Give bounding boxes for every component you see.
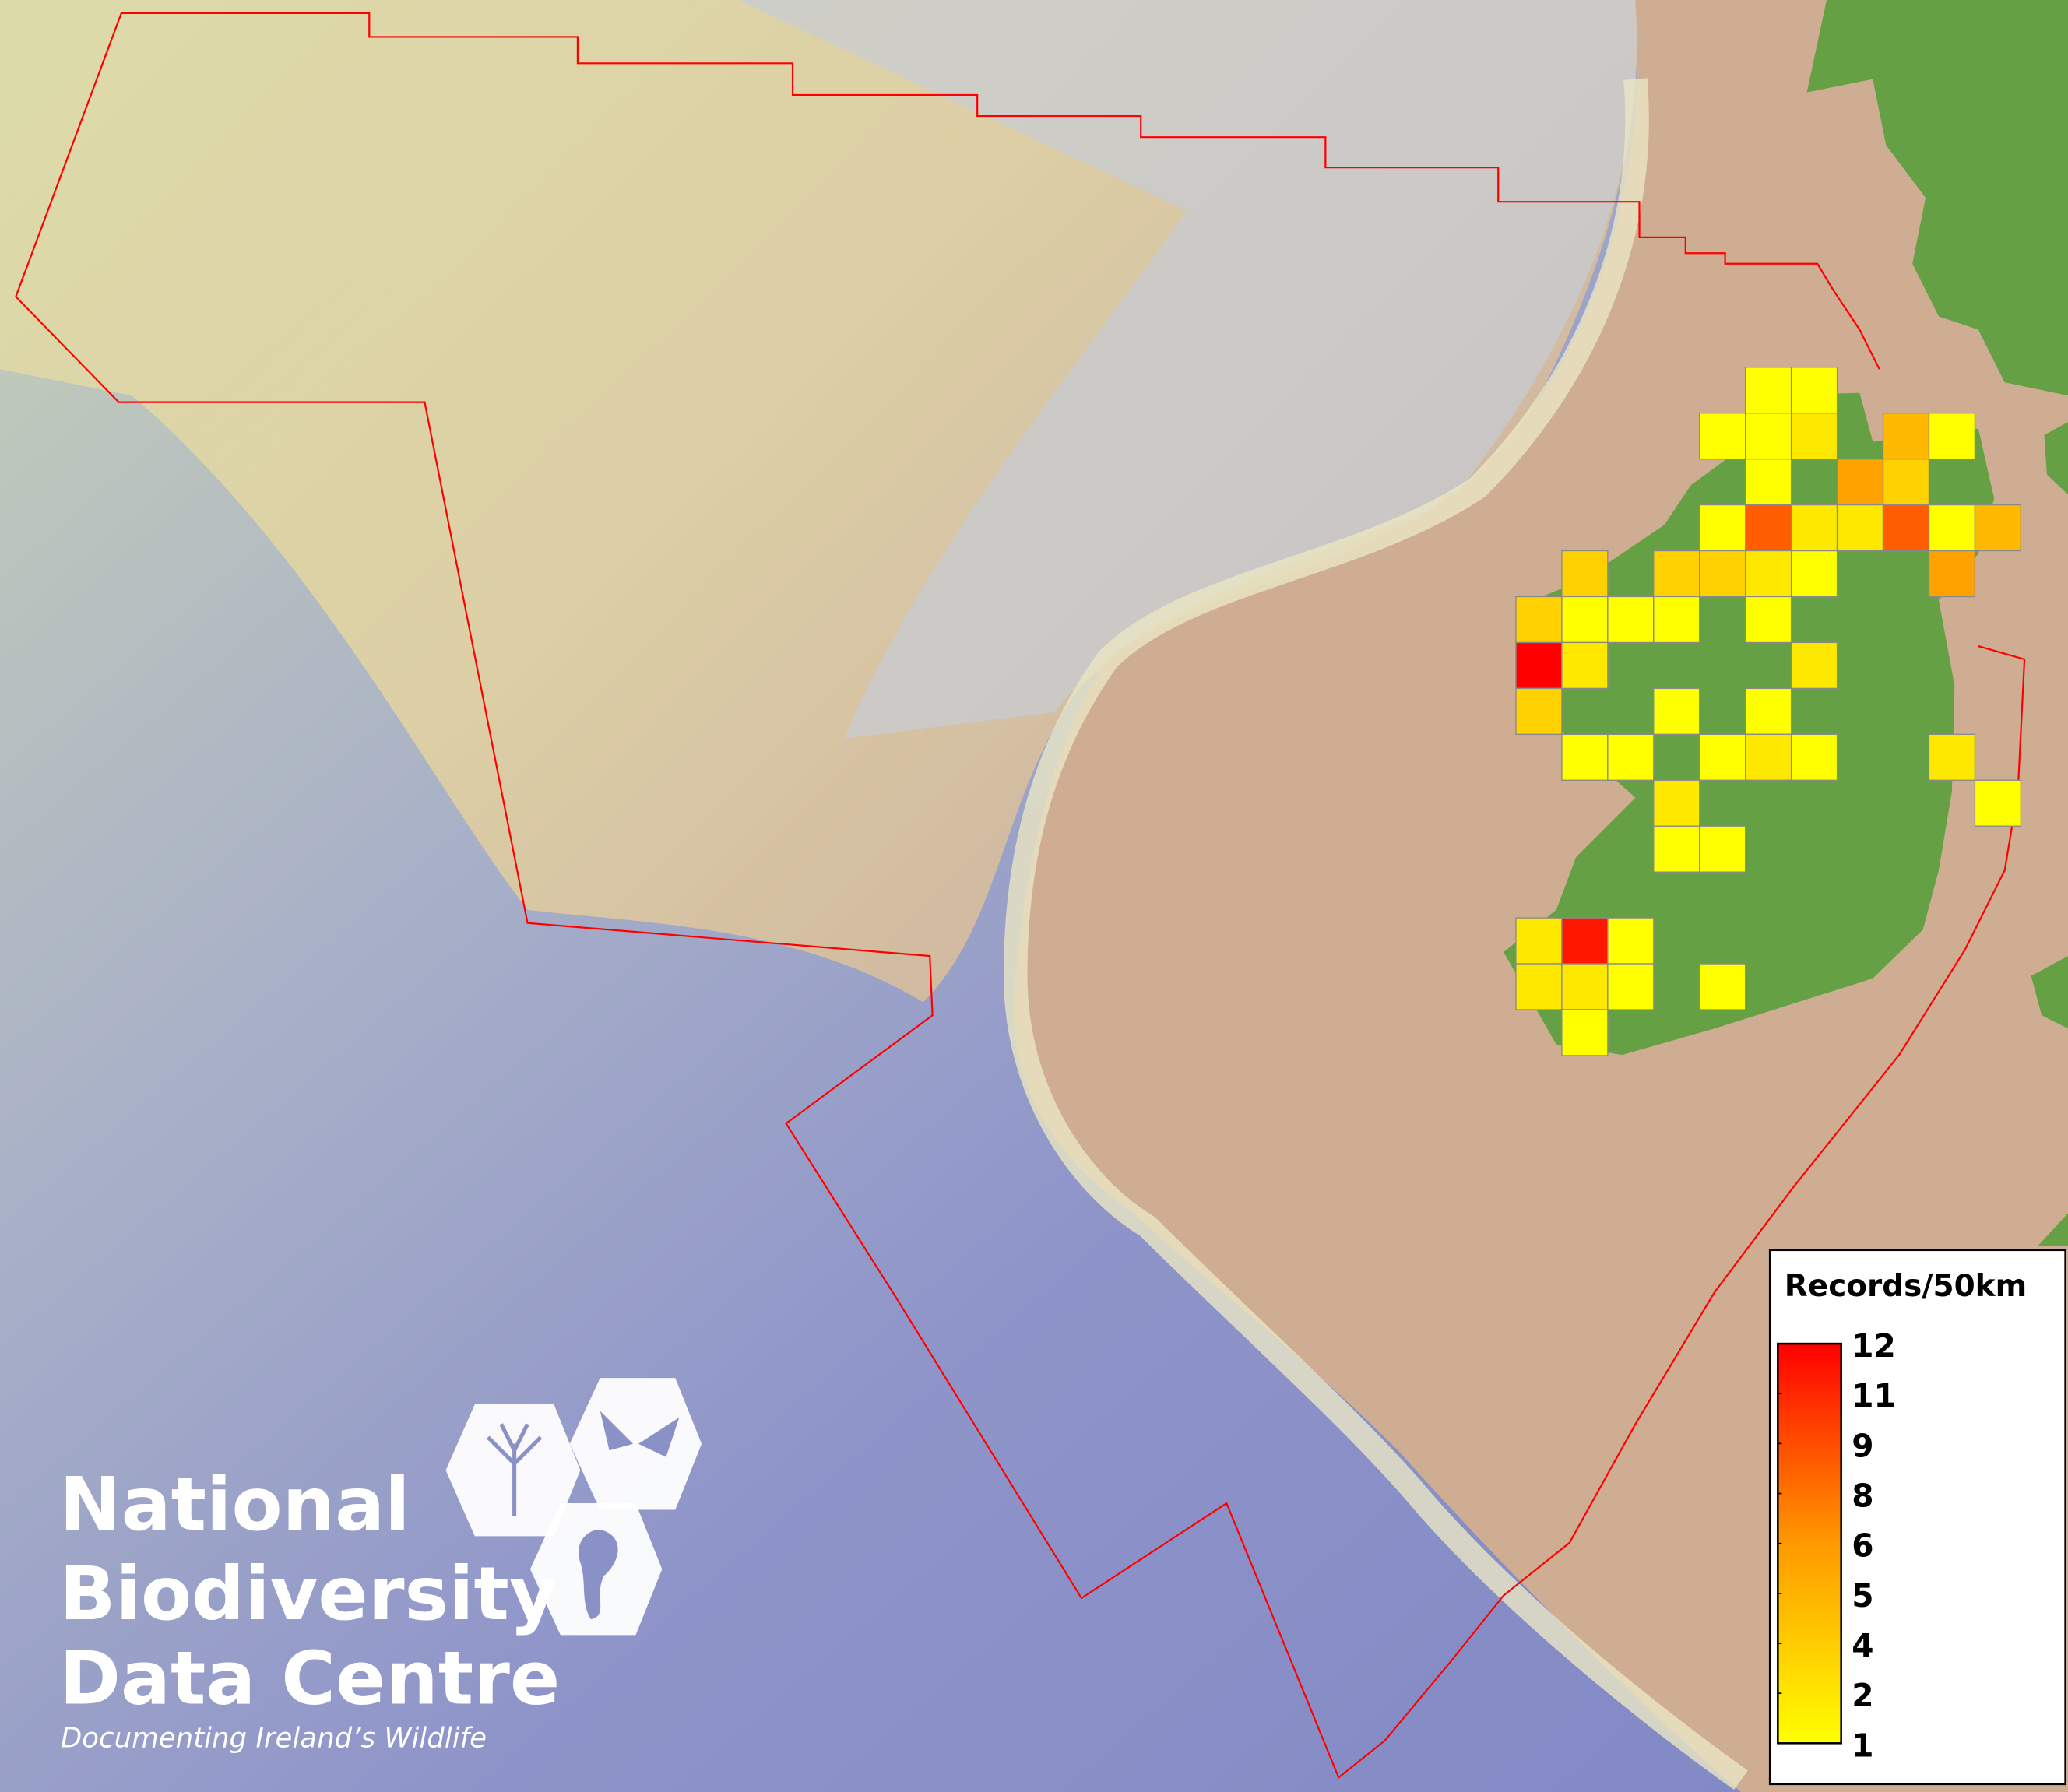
legend: Records/50km 12 11 9 8 6 5 4 2 1	[1768, 1249, 2066, 1786]
legend-tick-label: 5	[1852, 1577, 1873, 1615]
grid-cell[interactable]	[1882, 458, 1930, 506]
logo-line-3: Data Centre	[59, 1636, 560, 1722]
legend-tick-label: 9	[1852, 1427, 1873, 1464]
grid-cell[interactable]	[1974, 504, 2022, 552]
grid-cell[interactable]	[1745, 367, 1792, 414]
grid-cell[interactable]	[1653, 596, 1700, 644]
grid-cell[interactable]	[1745, 550, 1792, 598]
grid-cell[interactable]	[1745, 733, 1792, 781]
grid-cell[interactable]	[1928, 413, 1976, 460]
grid-cell[interactable]	[1515, 963, 1563, 1010]
butterfly-icon-glyph	[600, 1411, 680, 1457]
legend-title: Records/50km	[1785, 1269, 2027, 1304]
land-isle-of-man	[2044, 422, 2068, 495]
grid-cell[interactable]	[1745, 687, 1792, 736]
land-cornwall	[2038, 1213, 2068, 1246]
grid-cell[interactable]	[1653, 687, 1700, 736]
grid-cell[interactable]	[1745, 458, 1792, 506]
grid-cell[interactable]	[1653, 779, 1700, 827]
grid-cell[interactable]	[1882, 413, 1930, 460]
shelf-slope	[738, 0, 1637, 739]
grid-cell[interactable]	[1745, 504, 1792, 552]
grid-cell[interactable]	[1790, 367, 1838, 414]
grid-cell[interactable]	[1607, 917, 1655, 965]
legend-tick-label: 2	[1852, 1677, 1873, 1714]
grid-cell[interactable]	[1836, 458, 1884, 506]
grid-cell[interactable]	[1699, 825, 1746, 873]
grid-cell[interactable]	[1974, 779, 2022, 827]
legend-tick-label: 11	[1852, 1377, 1896, 1414]
grid-cell[interactable]	[1515, 596, 1563, 644]
land-wales	[2031, 956, 2068, 1029]
grid-cell[interactable]	[1515, 917, 1563, 965]
grid-cell[interactable]	[1561, 550, 1609, 598]
nbdc-logo: National Biodiversity Data Centre Docume…	[59, 1378, 702, 1754]
grid-cell[interactable]	[1699, 504, 1746, 552]
legend-tick-label: 12	[1852, 1327, 1896, 1365]
grid-cell[interactable]	[1561, 917, 1609, 965]
grid-cell[interactable]	[1561, 641, 1609, 690]
grid-cell[interactable]	[1790, 641, 1838, 690]
grid-cell[interactable]	[1928, 550, 1976, 598]
grid-cell[interactable]	[1607, 963, 1655, 1010]
grid-cell[interactable]	[1515, 687, 1563, 736]
land-scotland	[1806, 0, 2068, 396]
grid-cell[interactable]	[1561, 596, 1609, 644]
grid-cell[interactable]	[1928, 504, 1976, 552]
grid-cell[interactable]	[1836, 504, 1884, 552]
eez-boundary-line	[15, 12, 2026, 1780]
grid-cell[interactable]	[1699, 733, 1746, 781]
grid-cell[interactable]	[1653, 825, 1700, 873]
grid-cell[interactable]	[1561, 733, 1609, 781]
seahorse-icon-glyph	[579, 1529, 618, 1620]
grid-cell[interactable]	[1653, 550, 1700, 598]
grid-cell[interactable]	[1607, 596, 1655, 644]
shelf-edge-highlight	[1004, 78, 1748, 1790]
grid-cell[interactable]	[1745, 413, 1792, 460]
grid-cell[interactable]	[1699, 550, 1746, 598]
grid-cell[interactable]	[1515, 641, 1563, 690]
grid-cell[interactable]	[1699, 413, 1746, 460]
logo-line-1: National	[59, 1462, 410, 1548]
grid-cell[interactable]	[1928, 733, 1976, 781]
records-grid	[1515, 367, 2022, 1056]
grid-cell[interactable]	[1790, 733, 1838, 781]
legend-tick-label: 8	[1852, 1477, 1873, 1514]
grid-cell[interactable]	[1561, 963, 1609, 1010]
grid-cell[interactable]	[1607, 733, 1655, 781]
grid-cell[interactable]	[1561, 1009, 1609, 1056]
butterfly-icon	[569, 1378, 702, 1510]
logo-line-2: Biodiversity	[59, 1551, 557, 1637]
logo-tagline: Documenting Ireland’s Wildlife	[61, 1722, 487, 1754]
legend-tick-label: 1	[1852, 1727, 1873, 1764]
grid-cell[interactable]	[1745, 596, 1792, 644]
grid-cell[interactable]	[1790, 550, 1838, 598]
grid-cell[interactable]	[1790, 504, 1838, 552]
legend-tick-label: 4	[1852, 1627, 1873, 1664]
grid-cell[interactable]	[1699, 963, 1746, 1010]
grid-cell[interactable]	[1790, 413, 1838, 460]
legend-tick-label: 6	[1852, 1527, 1873, 1565]
legend-color-bar	[1777, 1342, 1842, 1745]
tree-icon-glyph	[486, 1423, 543, 1516]
grid-cell[interactable]	[1882, 504, 1930, 552]
